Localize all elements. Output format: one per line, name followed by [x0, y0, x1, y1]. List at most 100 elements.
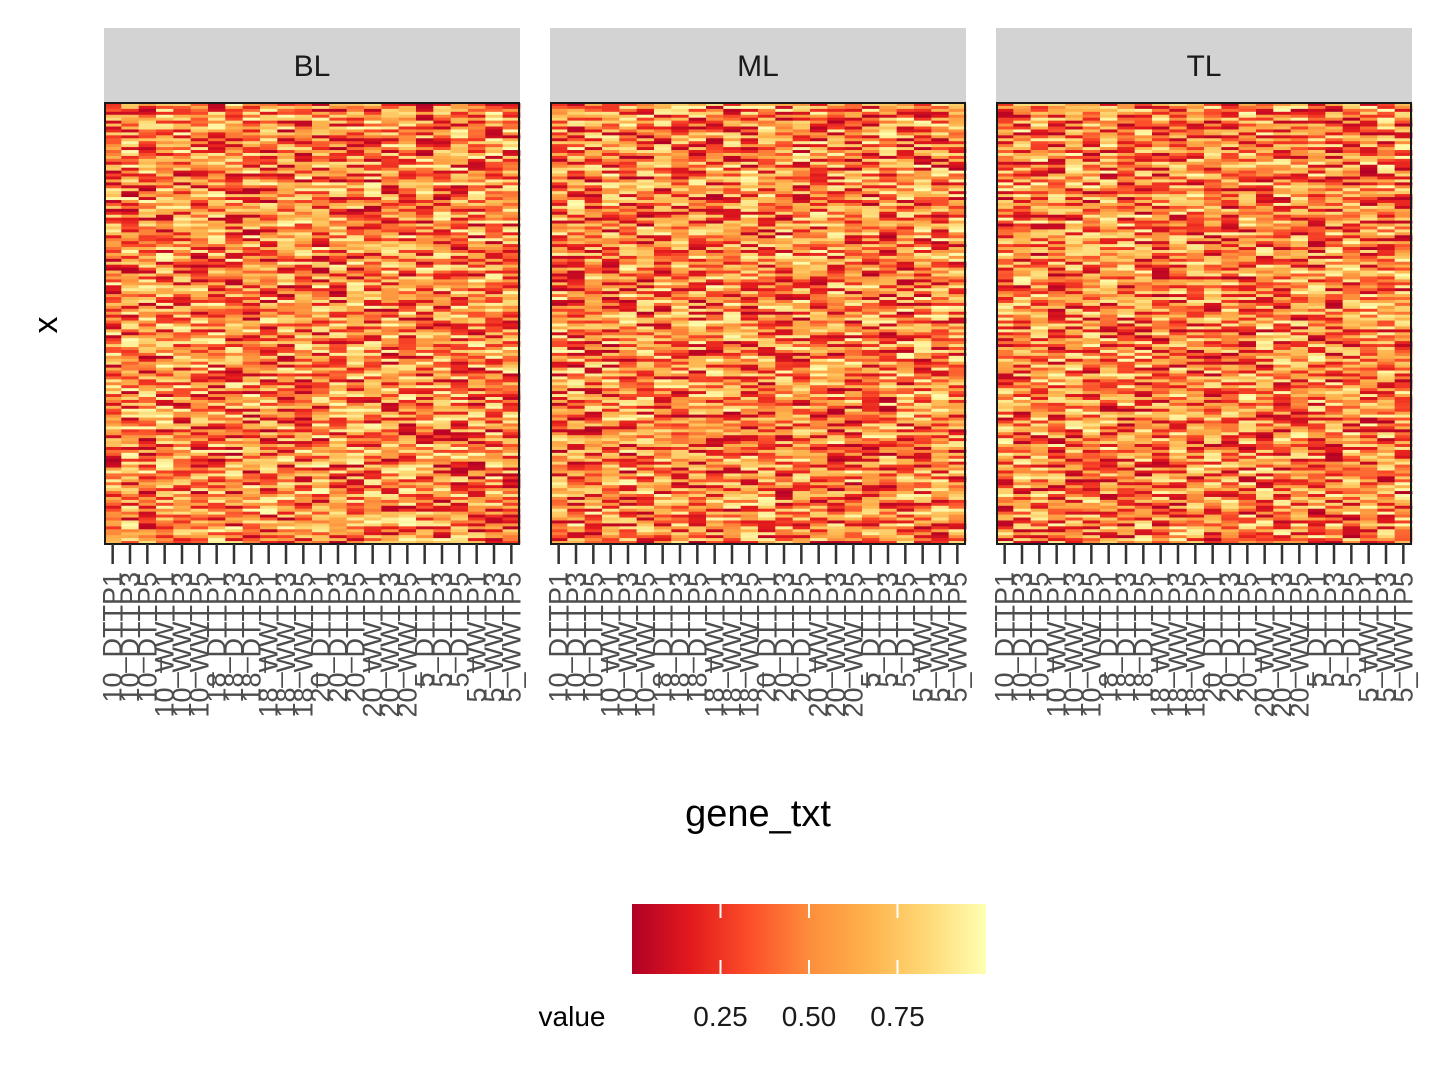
heatmap-cell	[190, 349, 209, 354]
heatmap-cell	[567, 241, 586, 245]
heatmap-cell	[567, 229, 586, 233]
heatmap-cell	[156, 317, 174, 321]
heatmap-cell	[636, 420, 655, 424]
heatmap-cell	[294, 352, 313, 357]
heatmap-cell	[156, 399, 174, 404]
heatmap-cell	[567, 470, 586, 474]
heatmap-cell	[381, 282, 400, 286]
heatmap-cell	[208, 441, 226, 445]
heatmap-cell	[312, 299, 330, 304]
heatmap-cell	[433, 208, 452, 213]
heatmap-cell	[416, 126, 434, 130]
heatmap-cell	[364, 250, 382, 254]
heatmap-cell	[485, 332, 504, 336]
heatmap-cell	[485, 355, 504, 360]
heatmap-cell	[619, 167, 638, 172]
heatmap-cell	[260, 294, 278, 298]
heatmap-cell	[208, 323, 226, 327]
heatmap-cell	[190, 535, 209, 539]
heatmap-cell	[636, 376, 655, 380]
heatmap-cell	[502, 494, 521, 498]
heatmap-cell	[468, 535, 486, 539]
heatmap-cell	[636, 379, 655, 383]
heatmap-cell	[121, 326, 140, 330]
heatmap-cell	[619, 426, 638, 430]
heatmap-cell	[277, 382, 296, 386]
heatmap-cell	[654, 364, 672, 368]
heatmap-cell	[294, 476, 313, 480]
heatmap-cell	[329, 376, 348, 380]
heatmap-cell	[294, 117, 313, 122]
heatmap-cell	[398, 520, 417, 524]
heatmap-cell	[225, 364, 244, 368]
heatmap-cell	[138, 217, 157, 221]
heatmap-cell	[450, 385, 469, 389]
heatmap-cell	[104, 420, 122, 424]
heatmap-cell	[468, 511, 486, 515]
heatmap-cell	[381, 247, 400, 251]
heatmap-cell	[173, 103, 192, 107]
heatmap-cell	[242, 320, 261, 324]
heatmap-cell	[121, 120, 140, 124]
heatmap-cell	[312, 255, 330, 260]
heatmap-cell	[121, 314, 140, 319]
heatmap-cell	[502, 120, 521, 124]
heatmap-cell	[173, 258, 192, 263]
heatmap-cell	[619, 238, 638, 242]
heatmap-cell	[398, 364, 417, 368]
heatmap-cell	[602, 267, 620, 271]
heatmap-cell	[312, 444, 330, 448]
heatmap-cell	[433, 341, 452, 345]
heatmap-cell	[468, 467, 486, 471]
heatmap-cell	[225, 103, 244, 107]
heatmap-cell	[294, 164, 313, 169]
heatmap-cell	[138, 255, 157, 260]
heatmap-cell	[671, 499, 690, 504]
heatmap-cell	[173, 108, 192, 113]
heatmap-cell	[104, 261, 122, 266]
heatmap-cell	[329, 241, 348, 245]
heatmap-cell	[277, 311, 296, 316]
heatmap-cell	[416, 449, 434, 454]
heatmap-cell	[121, 123, 140, 127]
heatmap-cell	[156, 355, 174, 360]
heatmap-cell	[636, 223, 655, 227]
heatmap-cell	[138, 279, 157, 283]
heatmap-cell	[104, 126, 122, 130]
heatmap-cell	[584, 352, 603, 357]
heatmap-cell	[468, 114, 486, 119]
heatmap-cell	[312, 482, 330, 486]
heatmap-cell	[584, 158, 603, 163]
heatmap-cell	[602, 305, 620, 310]
heatmap-cell	[619, 123, 638, 127]
heatmap-cell	[502, 241, 521, 245]
heatmap-cell	[502, 152, 521, 157]
heatmap-cell	[450, 155, 469, 160]
heatmap-cell	[567, 364, 586, 368]
heatmap-cell	[156, 276, 174, 280]
heatmap-cell	[104, 176, 122, 180]
heatmap-cell	[364, 188, 382, 192]
heatmap-cell	[671, 341, 690, 345]
heatmap-cell	[260, 523, 278, 527]
heatmap-cell	[277, 114, 296, 119]
heatmap-cell	[636, 247, 655, 251]
heatmap-cell	[225, 494, 244, 498]
heatmap-cell	[190, 476, 209, 480]
heatmap-cell	[329, 526, 348, 530]
heatmap-cell	[242, 141, 261, 145]
heatmap-cell	[567, 541, 586, 545]
heatmap-cell	[190, 388, 209, 392]
heatmap-cell	[242, 267, 261, 271]
heatmap-cell	[619, 414, 638, 418]
heatmap-cell	[208, 114, 226, 119]
heatmap-cell	[550, 258, 568, 263]
heatmap-cell	[364, 179, 382, 183]
heatmap-cell	[225, 205, 244, 210]
heatmap-cell	[636, 217, 655, 221]
heatmap-cell	[138, 208, 157, 213]
heatmap-cell	[156, 220, 174, 224]
heatmap-cell	[294, 108, 313, 113]
heatmap-cell	[364, 397, 382, 401]
heatmap-cell	[364, 252, 382, 257]
